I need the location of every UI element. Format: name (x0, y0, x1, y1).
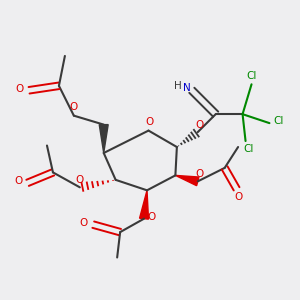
Text: H: H (175, 81, 182, 91)
Text: Cl: Cl (246, 71, 257, 81)
Text: O: O (195, 169, 203, 179)
Polygon shape (99, 124, 108, 153)
Text: O: O (14, 176, 22, 186)
Text: Cl: Cl (273, 116, 284, 126)
Text: O: O (15, 84, 24, 94)
Text: O: O (76, 175, 84, 185)
Text: O: O (80, 218, 88, 228)
Text: N: N (184, 83, 191, 93)
Text: O: O (146, 117, 154, 127)
Text: O: O (147, 212, 156, 222)
Text: O: O (195, 120, 203, 130)
Polygon shape (176, 176, 199, 186)
Polygon shape (140, 190, 148, 219)
Text: O: O (234, 192, 242, 202)
Text: O: O (70, 102, 78, 112)
Text: Cl: Cl (243, 144, 254, 154)
